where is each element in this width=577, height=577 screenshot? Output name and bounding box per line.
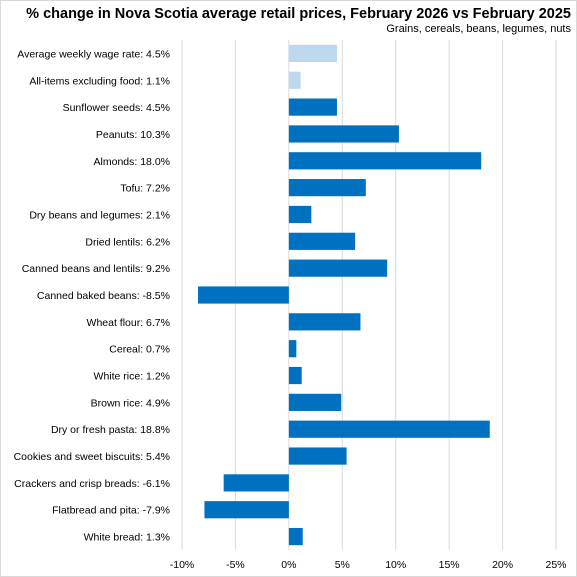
- bar: [288, 527, 303, 546]
- bar: [288, 152, 482, 170]
- category-label: Average weekly wage rate: 4.5%: [17, 48, 170, 60]
- category-label: White bread: 1.3%: [84, 532, 170, 544]
- category-label: Brown rice: 4.9%: [91, 397, 170, 409]
- bar: [288, 205, 312, 224]
- x-tick-label: 15%: [439, 559, 460, 571]
- bar: [198, 286, 289, 304]
- category-label: Canned baked beans: -8.5%: [37, 290, 170, 302]
- category-label: All-items excluding food: 1.1%: [29, 75, 170, 87]
- bar: [288, 71, 301, 89]
- bar: [288, 420, 490, 438]
- bar: [288, 125, 399, 143]
- category-label: Almonds: 18.0%: [94, 156, 170, 168]
- bar: [223, 474, 289, 492]
- category-label: Canned beans and lentils: 9.2%: [22, 263, 170, 275]
- category-label: Dry or fresh pasta: 18.8%: [51, 424, 170, 436]
- category-label: Peanuts: 10.3%: [96, 129, 170, 141]
- x-tick-label: 10%: [385, 559, 406, 571]
- category-label: Dried lentils: 6.2%: [85, 236, 170, 248]
- category-label: Cookies and sweet biscuits: 5.4%: [14, 451, 170, 463]
- bar: [204, 501, 289, 519]
- bar: [288, 366, 302, 385]
- bar: [288, 179, 366, 197]
- x-tick-label: 20%: [492, 559, 513, 571]
- bars: [198, 44, 490, 546]
- bar: [288, 44, 337, 63]
- x-tick-label: 0%: [281, 559, 296, 571]
- x-tick-label: -5%: [226, 559, 245, 571]
- x-tick-label: 5%: [335, 559, 350, 571]
- bar: [288, 232, 356, 250]
- category-label: Cereal: 0.7%: [109, 344, 170, 356]
- chart-subtitle: Grains, cereals, beans, legumes, nuts: [386, 23, 571, 35]
- category-label: Wheat flour: 6.7%: [87, 317, 170, 329]
- bar: [288, 340, 297, 358]
- bar: [288, 447, 347, 465]
- x-axis-tick-labels: -10% -5% 0% 5% 10% 15% 20% 25%: [170, 559, 567, 571]
- x-tick-label: -10%: [170, 559, 195, 571]
- category-label: Tofu: 7.2%: [120, 183, 170, 195]
- bar: [288, 393, 342, 411]
- category-label: Flatbread and pita: -7.9%: [52, 505, 170, 517]
- category-label: White rice: 1.2%: [94, 371, 170, 383]
- category-labels: Average weekly wage rate: 4.5% All-items …: [14, 48, 170, 543]
- category-label: Crackers and crisp breads: -6.1%: [14, 478, 170, 490]
- category-label: Sunflower seeds: 4.5%: [63, 102, 170, 114]
- x-tick-label: 25%: [545, 559, 566, 571]
- bar: [288, 259, 388, 277]
- chart-title: % change in Nova Scotia average retail p…: [26, 6, 571, 22]
- category-label: Dry beans and legumes: 2.1%: [29, 209, 170, 221]
- bar: [288, 313, 361, 331]
- bar: [288, 98, 337, 116]
